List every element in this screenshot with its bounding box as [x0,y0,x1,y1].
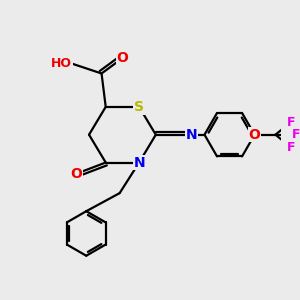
Text: HO: HO [51,57,72,70]
Text: S: S [134,100,144,114]
Text: F: F [286,141,295,154]
Text: O: O [249,128,260,142]
Text: N: N [133,155,145,170]
Text: F: F [286,116,295,129]
Text: O: O [116,51,128,65]
Text: F: F [292,128,300,141]
Text: O: O [70,167,83,181]
Text: N: N [186,128,198,142]
